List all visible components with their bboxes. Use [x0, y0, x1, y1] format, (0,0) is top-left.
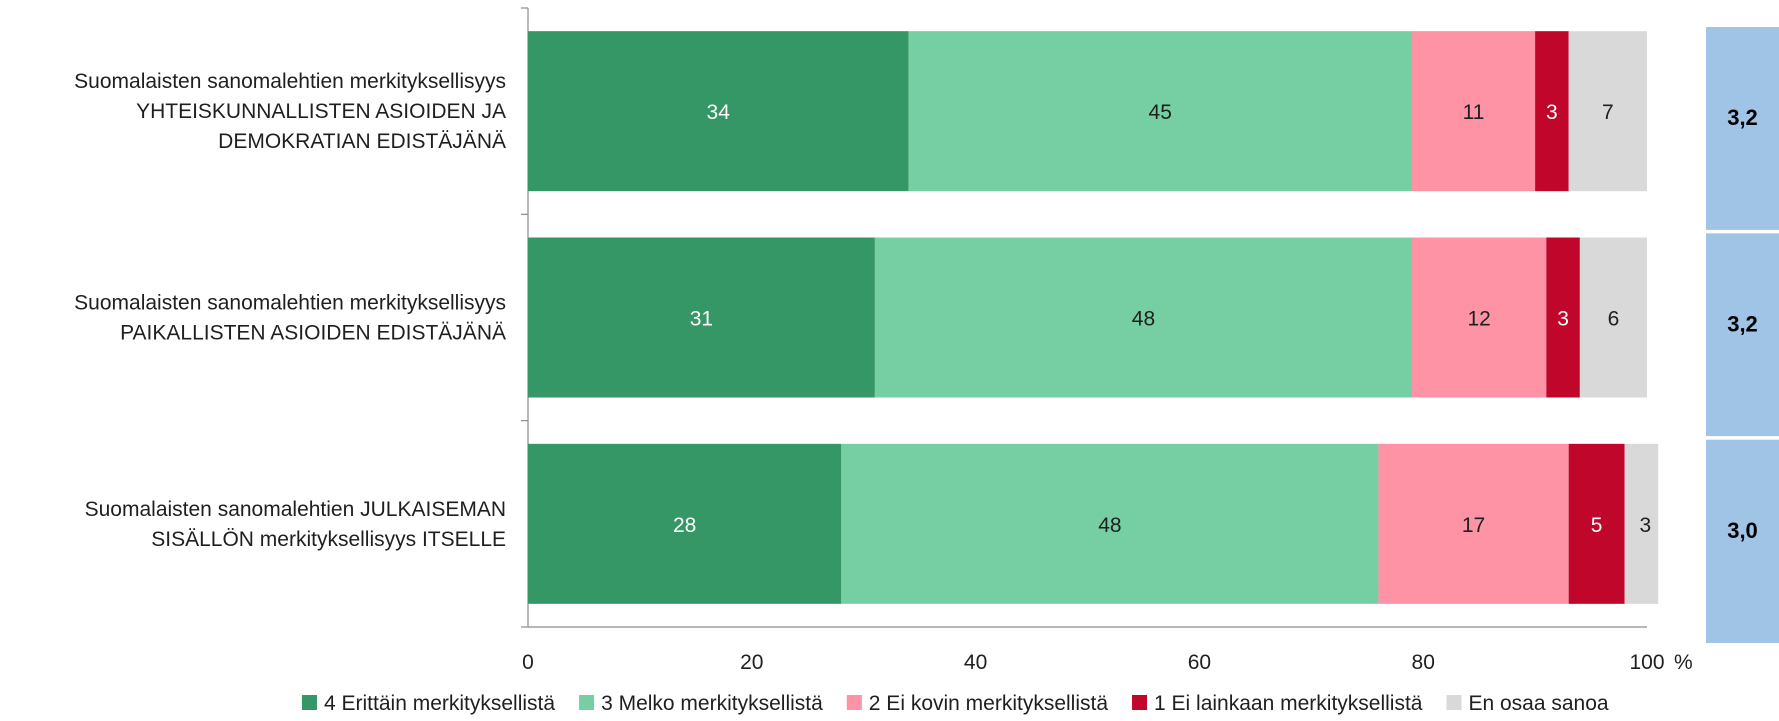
- bar-segment: [1378, 443, 1569, 604]
- category-label-line: Suomalaisten sanomalehtien merkitykselli…: [74, 292, 506, 315]
- legend: 4 Erittäin merkityksellistä 3 Melko merki…: [302, 692, 1609, 715]
- x-axis-ticks: 0 20 40 60 80 100%: [522, 651, 1693, 674]
- data-label: 17: [1462, 514, 1485, 537]
- legend-swatch: [1446, 695, 1462, 710]
- data-label: 28: [673, 514, 696, 537]
- bar-segment: [528, 31, 909, 192]
- average-column: 3,2 3,2 3,0: [1706, 27, 1779, 643]
- data-label: 34: [707, 101, 731, 124]
- x-tick-label: 20: [740, 651, 763, 674]
- category-label: Suomalaisten sanomalehtien JULKAISEMAN SI…: [85, 498, 506, 551]
- legend-label: 4 Erittäin merkityksellistä: [324, 692, 555, 715]
- data-label: 48: [1098, 514, 1121, 537]
- category-label-line: YHTEISKUNNALLISTEN ASIOIDEN JA: [136, 100, 506, 123]
- bar-segment: [1412, 31, 1536, 192]
- data-label: 31: [690, 308, 713, 331]
- x-axis-unit: %: [1674, 651, 1693, 674]
- bar-segment: [1412, 237, 1547, 398]
- category-label: Suomalaisten sanomalehtien merkitykselli…: [74, 70, 506, 153]
- legend-swatch: [302, 695, 317, 710]
- x-tick-label: 40: [964, 651, 987, 674]
- bar-segment: [841, 443, 1379, 604]
- data-label: 5: [1591, 514, 1603, 537]
- data-label: 48: [1132, 308, 1155, 331]
- bar-segment: [528, 237, 875, 398]
- data-label: 7: [1602, 101, 1614, 124]
- data-label: 6: [1608, 308, 1620, 331]
- category-label-line: SISÄLLÖN merkityksellisyys ITSELLE: [151, 528, 506, 551]
- category-label-line: Suomalaisten sanomalehtien JULKAISEMAN: [85, 498, 506, 521]
- bar-segment: [1568, 31, 1647, 192]
- legend-label: 2 Ei kovin merkityksellistä: [869, 692, 1109, 715]
- bars: 34 45 11 3 7 31 48 12 3 6 28 48 17 5 3: [528, 31, 1659, 604]
- data-label: 3: [1546, 101, 1558, 124]
- legend-label: 1 Ei lainkaan merkityksellistä: [1154, 692, 1423, 715]
- x-tick-label: 100: [1629, 651, 1664, 674]
- x-tick-label: 0: [522, 651, 534, 674]
- legend-swatch: [846, 695, 862, 710]
- x-tick-label: 60: [1188, 651, 1211, 674]
- data-label: 3: [1557, 308, 1569, 331]
- x-tick-label: 80: [1412, 651, 1435, 674]
- average-value: 3,2: [1727, 312, 1758, 337]
- data-label: 12: [1467, 308, 1490, 331]
- category-labels: Suomalaisten sanomalehtien merkitykselli…: [74, 70, 506, 551]
- data-label: 45: [1149, 101, 1172, 124]
- bar-segment: [1535, 31, 1569, 192]
- category-label-line: Suomalaisten sanomalehtien merkitykselli…: [74, 70, 506, 93]
- average-box: [1706, 27, 1779, 231]
- bar-segment: [874, 237, 1413, 398]
- data-label: 11: [1463, 101, 1485, 124]
- bar-segment: [1579, 237, 1647, 398]
- legend-label: En osaa sanoa: [1468, 692, 1608, 715]
- average-box: [1706, 233, 1779, 437]
- data-label: 3: [1640, 514, 1652, 537]
- average-box: [1706, 439, 1779, 643]
- average-value: 3,2: [1727, 105, 1758, 130]
- category-label-line: DEMOKRATIAN EDISTÄJÄNÄ: [218, 130, 506, 153]
- bar-segment: [1546, 237, 1580, 398]
- average-value: 3,0: [1727, 518, 1758, 543]
- legend-label: 3 Melko merkityksellistä: [601, 692, 823, 715]
- category-label: Suomalaisten sanomalehtien merkitykselli…: [74, 292, 506, 345]
- legend-swatch: [579, 695, 595, 710]
- bar-segment: [908, 31, 1413, 192]
- category-label-line: PAIKALLISTEN ASIOIDEN EDISTÄJÄNÄ: [120, 322, 506, 345]
- bar-segment: [1568, 443, 1625, 604]
- bar-segment: [1624, 443, 1659, 604]
- legend-swatch: [1132, 695, 1148, 710]
- bar-segment: [528, 443, 842, 604]
